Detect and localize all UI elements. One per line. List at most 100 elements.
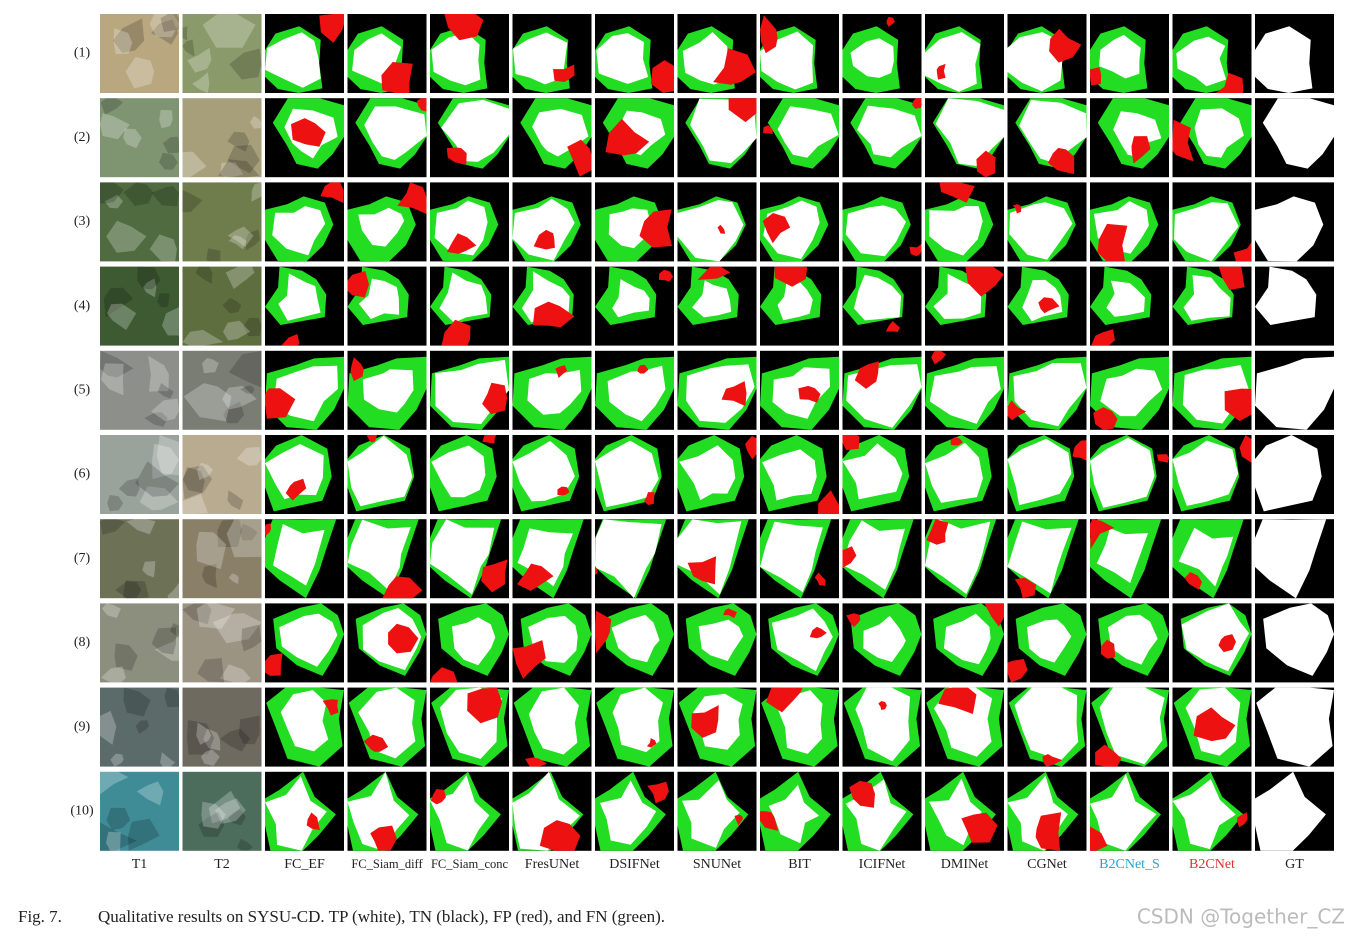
texture bbox=[114, 643, 138, 671]
fp-region bbox=[1172, 119, 1194, 162]
fp-region bbox=[697, 266, 731, 280]
image-tile bbox=[1255, 519, 1334, 599]
image-tile bbox=[430, 519, 509, 599]
tp-region bbox=[845, 205, 906, 257]
fp-region bbox=[1239, 435, 1252, 463]
column-label: GT bbox=[1285, 857, 1304, 872]
image-tile bbox=[512, 687, 592, 767]
image-tile bbox=[1007, 435, 1087, 514]
image-tile bbox=[1007, 687, 1087, 767]
image-tile bbox=[925, 519, 1004, 599]
fp-region bbox=[446, 147, 467, 165]
fp-region bbox=[350, 357, 364, 382]
row-label: (10) bbox=[70, 804, 94, 819]
fp-region bbox=[1049, 28, 1082, 63]
fp-region bbox=[713, 48, 756, 85]
fp-region bbox=[647, 781, 669, 804]
texture bbox=[107, 303, 137, 331]
image-tile bbox=[1172, 603, 1252, 683]
texture bbox=[157, 383, 174, 399]
image-tile bbox=[1172, 14, 1252, 93]
image-tile bbox=[100, 519, 179, 599]
texture bbox=[170, 623, 179, 639]
texture bbox=[167, 582, 179, 599]
texture bbox=[110, 753, 124, 767]
fp-region bbox=[691, 705, 719, 738]
fp-region bbox=[533, 229, 555, 250]
fp-region bbox=[984, 603, 1004, 627]
texture bbox=[139, 486, 179, 511]
texture bbox=[100, 350, 134, 378]
image-tile bbox=[842, 98, 922, 178]
image-tile bbox=[842, 687, 922, 767]
fp-region bbox=[936, 63, 946, 80]
fp-region bbox=[646, 738, 657, 748]
column-label: FresUNet bbox=[525, 857, 580, 872]
image-tile bbox=[1172, 98, 1252, 178]
fp-region bbox=[366, 435, 377, 443]
tp-region bbox=[358, 207, 405, 247]
image-tile bbox=[760, 435, 839, 514]
aerial-image bbox=[100, 98, 179, 178]
texture bbox=[123, 182, 154, 206]
tp-region bbox=[1172, 440, 1239, 506]
fp-region bbox=[291, 118, 326, 147]
tp-region bbox=[273, 524, 325, 586]
image-tile bbox=[1255, 435, 1334, 514]
image-tile bbox=[430, 350, 509, 430]
change-region bbox=[1255, 196, 1324, 262]
texture bbox=[113, 18, 145, 53]
texture bbox=[197, 658, 225, 683]
texture bbox=[149, 14, 179, 38]
row-label: (2) bbox=[74, 130, 91, 145]
fp-region bbox=[1100, 639, 1116, 659]
caption-label: Fig. 7. bbox=[18, 907, 62, 926]
fp-region bbox=[814, 572, 826, 586]
texture bbox=[100, 519, 126, 535]
tp-region bbox=[1176, 36, 1227, 87]
fp-region bbox=[639, 209, 672, 248]
image-tile bbox=[1255, 350, 1334, 430]
texture bbox=[206, 248, 222, 262]
image-tile bbox=[1007, 182, 1087, 262]
image-tile bbox=[1172, 350, 1252, 430]
fp-region bbox=[926, 519, 949, 545]
image-tile bbox=[595, 182, 674, 262]
tp-region bbox=[855, 687, 911, 762]
image-tile bbox=[347, 350, 427, 430]
tp-region bbox=[1181, 603, 1250, 672]
tp-region bbox=[441, 99, 509, 162]
image-tile bbox=[100, 687, 179, 767]
aerial-image bbox=[182, 519, 262, 599]
fp-region bbox=[430, 667, 458, 683]
texture bbox=[126, 519, 156, 535]
tp-region bbox=[686, 364, 755, 423]
fp-region bbox=[1038, 297, 1060, 314]
image-grid: (1) (2) (3) (4) (5) (6) (7) (8) (9) (10) T1 T2 FC_EF… bbox=[70, 14, 1334, 872]
image-tile bbox=[512, 603, 592, 683]
tp-region bbox=[611, 614, 660, 663]
fp-region bbox=[762, 213, 791, 244]
texture bbox=[106, 220, 147, 253]
texture bbox=[151, 19, 179, 45]
image-tile bbox=[1255, 771, 1334, 851]
texture bbox=[182, 329, 224, 346]
column-label: FC_EF bbox=[284, 857, 325, 872]
fp-region bbox=[482, 382, 508, 415]
tp-region bbox=[929, 366, 1001, 424]
texture bbox=[227, 809, 246, 826]
image-tile bbox=[760, 98, 839, 178]
tp-region bbox=[431, 32, 481, 86]
image-tile bbox=[842, 771, 922, 851]
row-label: (4) bbox=[74, 298, 91, 313]
aerial-image bbox=[182, 603, 262, 683]
tp-region bbox=[1099, 34, 1141, 79]
tp-region bbox=[692, 280, 732, 318]
fp-region bbox=[322, 699, 339, 716]
texture bbox=[100, 822, 137, 851]
tp-region bbox=[527, 369, 582, 415]
image-tile bbox=[760, 519, 839, 599]
texture bbox=[156, 435, 179, 476]
fp-region bbox=[687, 556, 716, 585]
texture bbox=[192, 72, 210, 93]
